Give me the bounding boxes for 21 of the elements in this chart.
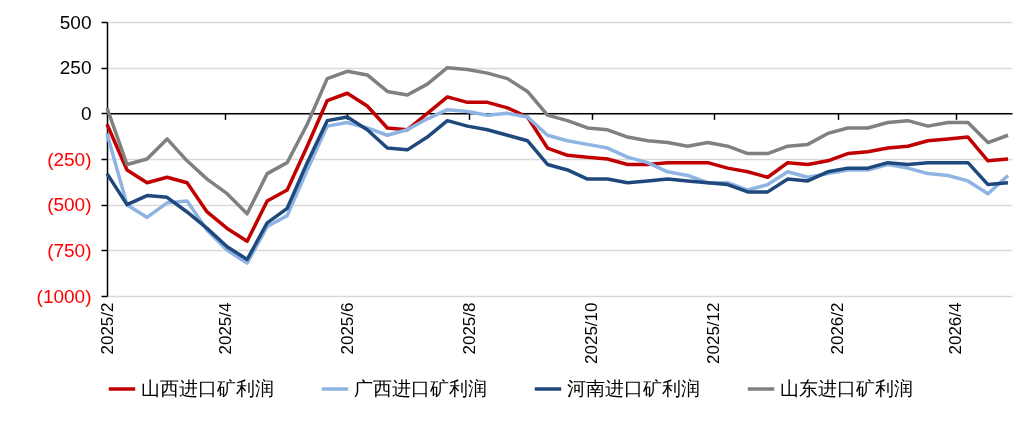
x-tick-label: 2025/12 [704, 302, 724, 364]
y-tick-label: (1000) [36, 285, 92, 307]
y-tick-label: 250 [59, 57, 92, 79]
x-tick-label: 2026/4 [946, 302, 966, 355]
y-tick-label: (250) [47, 148, 92, 170]
legend-label: 河南进口矿利润 [567, 378, 700, 399]
x-tick-label: 2026/2 [828, 302, 848, 355]
y-tick-label: 0 [80, 102, 92, 124]
y-tick-label: (750) [47, 239, 92, 261]
y-tick-label: (500) [47, 194, 92, 216]
x-tick-label: 2025/2 [97, 302, 117, 355]
x-tick-label: 2025/4 [215, 302, 235, 355]
legend-label: 山东进口矿利润 [780, 378, 913, 399]
x-tick-label: 2025/6 [337, 302, 357, 355]
x-tick-label: 2025/10 [582, 302, 602, 364]
line-series [105, 65, 1010, 216]
x-tick-label: 2025/8 [459, 302, 479, 355]
line-series [105, 91, 1010, 243]
legend-label: 广西进口矿利润 [354, 378, 487, 399]
legend-label: 山西进口矿利润 [141, 378, 274, 399]
y-tick-label: 500 [59, 11, 92, 33]
